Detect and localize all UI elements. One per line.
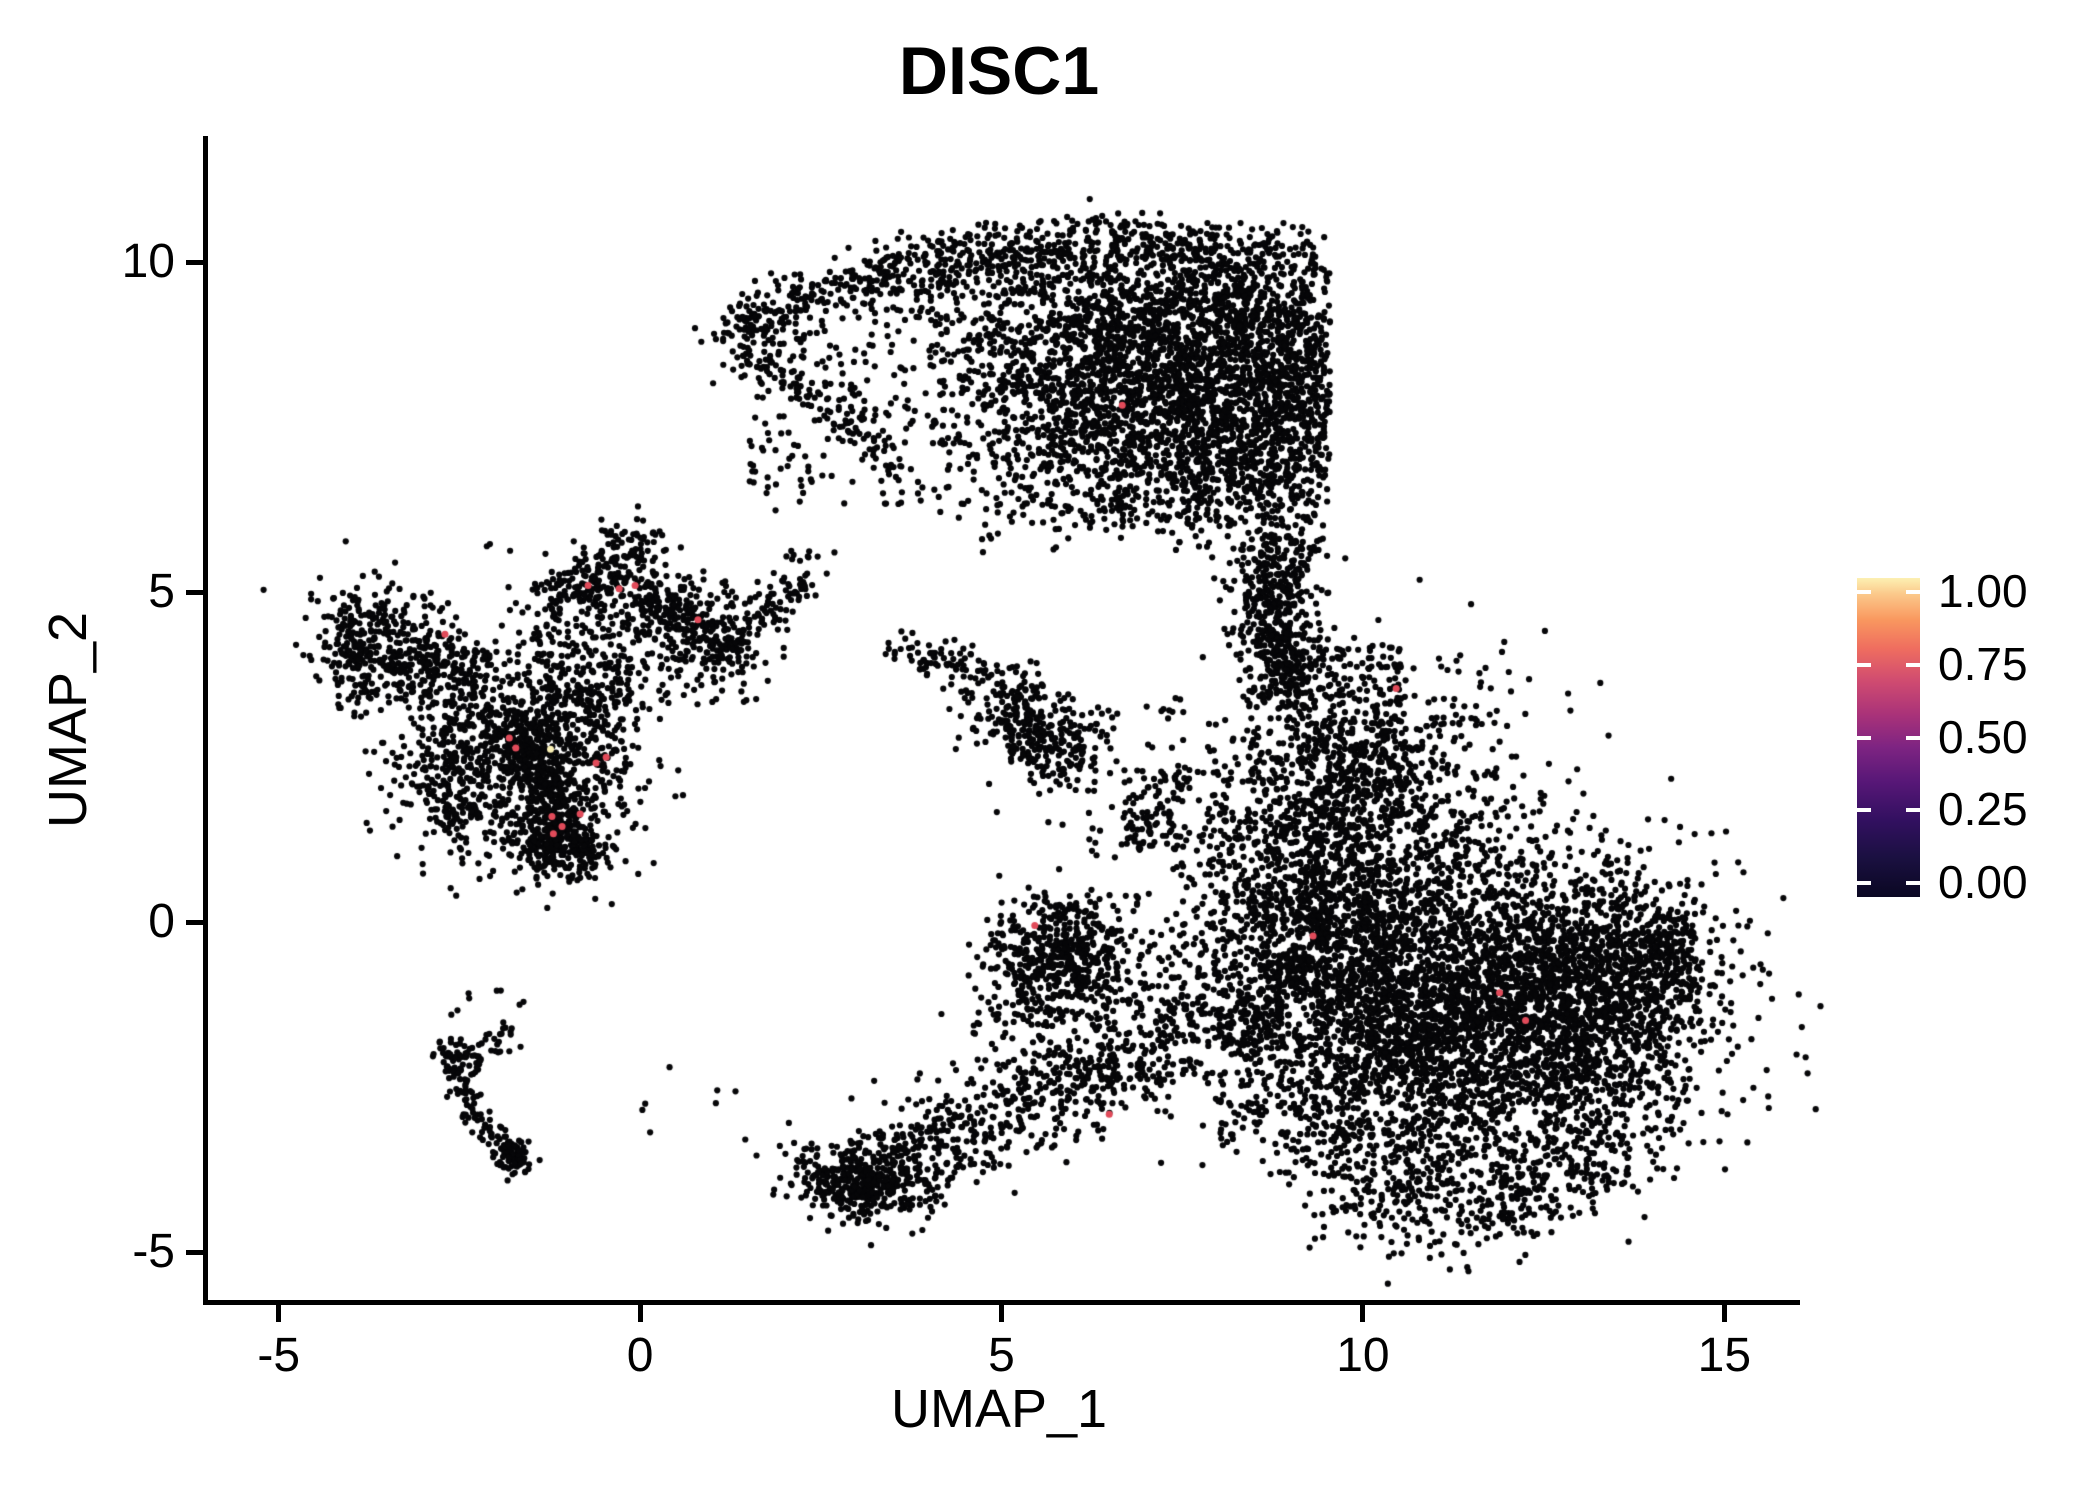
y-axis-label: UMAP_2 [38,611,98,829]
legend-tick-label: 0.50 [1938,710,2028,763]
legend-tick-mark [1906,590,1920,595]
x-tick-mark [999,1305,1005,1322]
legend-tick-mark [1857,808,1871,813]
y-tick-mark [186,589,203,595]
legend-tick-label: 0.00 [1938,855,2028,908]
y-tick-label: 0 [148,895,175,949]
legend-tick-mark [1906,808,1920,813]
legend-tick-mark [1857,880,1871,885]
x-axis-label: UMAP_1 [890,1379,1108,1439]
y-tick-label: -5 [132,1225,175,1279]
legend-tick-mark [1906,662,1920,667]
x-tick-mark [637,1305,643,1322]
legend-tick-label: 0.25 [1938,783,2028,836]
x-tick-label: 5 [988,1329,1015,1382]
x-tick-mark [1721,1305,1727,1322]
plot-title: DISC1 [898,33,1100,109]
y-tick-mark [186,919,203,925]
y-tick-mark [186,259,203,265]
x-tick-mark [276,1305,282,1322]
legend-tick-mark [1857,590,1871,595]
x-tick-label: -5 [257,1329,301,1382]
legend-tick-mark [1857,662,1871,667]
y-tick-mark [186,1249,203,1255]
legend-tick-label: 1.00 [1938,565,2028,618]
legend-tick-mark [1857,735,1871,740]
legend-tick-label: 0.75 [1938,637,2028,690]
legend-tick-mark [1906,735,1920,740]
x-tick-label: 15 [1697,1329,1752,1382]
x-tick-label: 0 [626,1329,654,1382]
x-tick-label: 10 [1336,1329,1390,1382]
legend-tick-mark [1906,880,1920,885]
y-tick-label: 5 [148,565,175,619]
x-tick-mark [1360,1305,1366,1322]
x-axis-line [203,1300,1800,1305]
y-axis-line [203,136,208,1305]
y-tick-label: 10 [121,235,175,289]
